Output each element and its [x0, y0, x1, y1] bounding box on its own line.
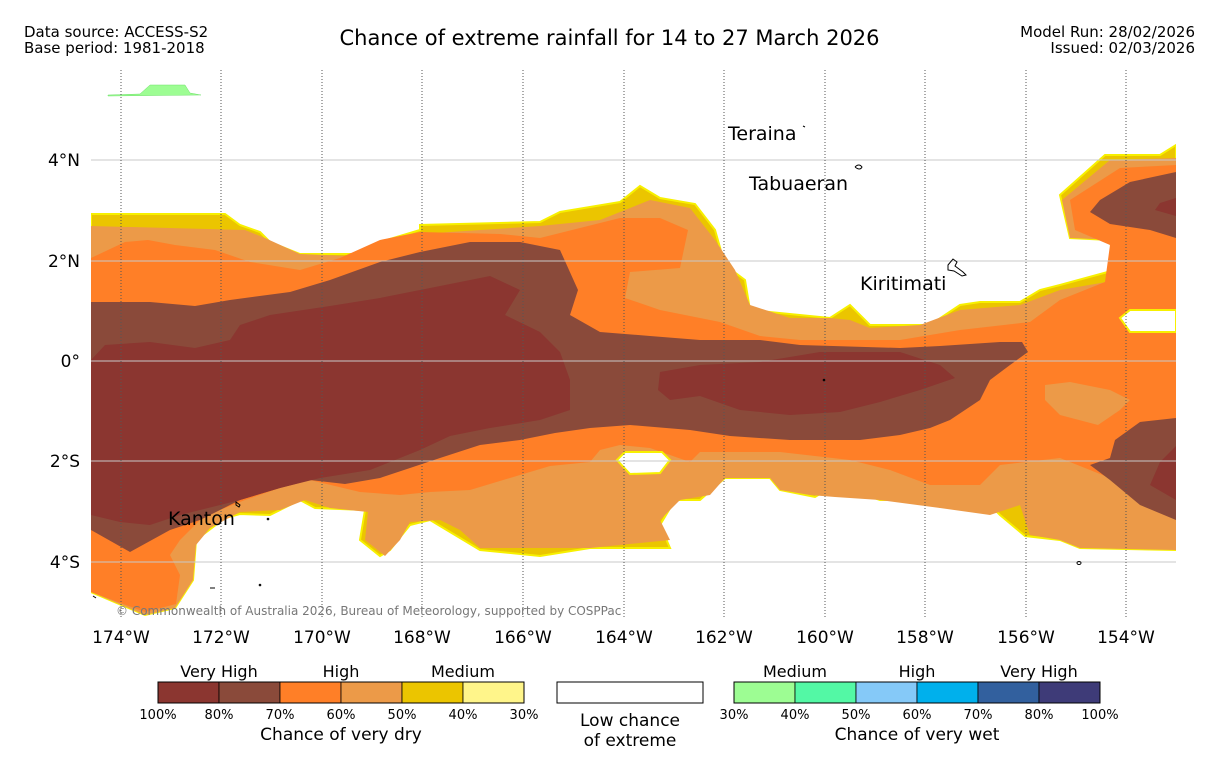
legend-wet-tick-100: 100% [1081, 708, 1118, 723]
lon-label-172w: 172°W [192, 628, 250, 648]
zone-dark-red-southeast [1150, 446, 1176, 500]
legend-low-caption-2: of extreme [584, 731, 677, 751]
legend-wet-swatch-6 [1038, 681, 1101, 704]
lon-labels: 174°W 172°W 170°W 168°W 166°W 164°W 162°… [92, 628, 1155, 648]
island-teraina [802, 125, 806, 128]
place-labels: Teraina Tabuaeran Kiritimati Kanton [168, 123, 946, 530]
lon-label-160w: 160°W [796, 628, 854, 648]
legend-wet-caption: Chance of very wet [835, 725, 1000, 745]
legend-wet-swatch-4 [916, 681, 979, 704]
map-title: Chance of extreme rainfall for 14 to 27 … [339, 26, 880, 50]
zone-dark-red-east [1155, 198, 1176, 216]
legend-wet-swatch-2 [794, 681, 857, 704]
legend-dry-swatch-1 [157, 681, 220, 704]
legend-low-swatch [556, 681, 704, 704]
island-kanton [235, 501, 241, 508]
lon-label-174w: 174°W [92, 628, 150, 648]
header-left: Data source: ACCESS-S2 Base period: 1981… [24, 24, 208, 56]
legend-wet: Medium High Very High 30% 40% 50% 60% 70… [720, 662, 1119, 745]
lat-labels: 4°N 2°N 0° 2°S 4°S [48, 151, 80, 573]
islands [92, 125, 1082, 599]
legend-low-caption-1: Low chance [580, 711, 680, 731]
base-period-text: Base period: 1981-2018 [24, 39, 205, 57]
legend-dry-swatch-6 [462, 681, 525, 704]
legend-dry-group-very-high: Very High [180, 662, 257, 681]
place-kanton: Kanton [168, 508, 235, 530]
map-field [91, 143, 1176, 617]
lon-label-156w: 156°W [997, 628, 1055, 648]
island-tabuaeran [854, 164, 863, 170]
place-teraina: Teraina [727, 123, 797, 145]
lat-label-4s: 4°S [50, 553, 80, 573]
legend-dry-tick-80: 80% [205, 708, 234, 723]
lat-label-2s: 2°S [50, 452, 80, 472]
legend-wet-tick-50: 50% [842, 708, 871, 723]
legend-dry-caption: Chance of very dry [260, 725, 422, 745]
lon-label-158w: 158°W [896, 628, 954, 648]
lon-gridlines [120, 70, 1127, 618]
legend-wet-swatch-5 [977, 681, 1040, 704]
zone-white-hole-2 [1118, 309, 1176, 333]
model-run-text: Model Run: 28/02/2026 [1020, 23, 1195, 41]
zone-white-hole-1 [615, 451, 672, 476]
place-kiritimati: Kiritimati [860, 273, 946, 295]
zone-brown-southeast [1090, 418, 1176, 520]
issued-text: Issued: 02/03/2026 [1050, 39, 1195, 57]
legend-dry-tick-40: 40% [449, 708, 478, 723]
lon-label-170w: 170°W [293, 628, 351, 648]
lon-label-164w: 164°W [595, 628, 653, 648]
legend-wet-frame [733, 681, 1101, 704]
legend-dry: Very High High Medium 100% 80% 70% 60% 5… [139, 662, 538, 745]
legend-wet-group-high: High [899, 662, 936, 681]
legend-wet-group-medium: Medium [763, 662, 827, 681]
legend-low: Low chance of extreme [556, 681, 704, 751]
legend-dry-tick-100: 100% [139, 708, 176, 723]
lon-label-154w: 154°W [1097, 628, 1155, 648]
legend-wet-group-very-high: Very High [1000, 662, 1077, 681]
legend-dry-tick-60: 60% [327, 708, 356, 723]
zone-green-patch [107, 84, 202, 97]
legend-dry-swatch-3 [279, 681, 342, 704]
island-dot-3 [258, 583, 262, 587]
island-dot-4 [92, 595, 97, 599]
legend-wet-tick-30: 30% [720, 708, 749, 723]
legend-dry-group-medium: Medium [431, 662, 495, 681]
data-source-text: Data source: ACCESS-S2 [24, 23, 209, 41]
zone-light-orange-patch [1045, 382, 1130, 425]
legend-dry-swatches [157, 681, 525, 704]
legend-wet-tick-70: 70% [964, 708, 993, 723]
place-tabuaeran: Tabuaeran [748, 173, 848, 195]
lon-label-162w: 162°W [695, 628, 753, 648]
legend-dry-tick-30: 30% [510, 708, 539, 723]
legend-dry-swatch-2 [218, 681, 281, 704]
lat-label-0: 0° [61, 352, 80, 372]
legend-wet-swatch-1 [733, 681, 796, 704]
lat-label-4n: 4°N [48, 151, 80, 171]
island-dot-6 [1076, 561, 1082, 565]
header-right: Model Run: 28/02/2026 Issued: 02/03/2026 [1020, 24, 1195, 56]
legend-dry-swatch-5 [401, 681, 464, 704]
lon-label-168w: 168°W [393, 628, 451, 648]
legend-wet-tick-40: 40% [781, 708, 810, 723]
lat-gridlines [91, 159, 1176, 563]
lon-label-166w: 166°W [494, 628, 552, 648]
legend-dry-group-high: High [323, 662, 360, 681]
legend-wet-swatch-3 [855, 681, 918, 704]
legend-dry-tick-50: 50% [388, 708, 417, 723]
island-kiritimati [947, 258, 967, 277]
legend-dry-swatch-4 [340, 681, 403, 704]
legend-dry-tick-70: 70% [266, 708, 295, 723]
zone-dark-red-central [658, 352, 955, 415]
lat-label-2n: 2°N [48, 252, 80, 272]
zone-brown-east [1090, 172, 1176, 238]
legend-dry-frame [157, 681, 525, 704]
island-dot-1 [266, 517, 270, 521]
legend-wet-tick-80: 80% [1025, 708, 1054, 723]
legend-wet-tick-60: 60% [903, 708, 932, 723]
copyright-text: © Commonwealth of Australia 2026, Bureau… [116, 604, 621, 618]
legend-wet-swatches [733, 681, 1101, 704]
island-dot-5 [822, 378, 826, 382]
zone-dark-red [91, 276, 570, 525]
